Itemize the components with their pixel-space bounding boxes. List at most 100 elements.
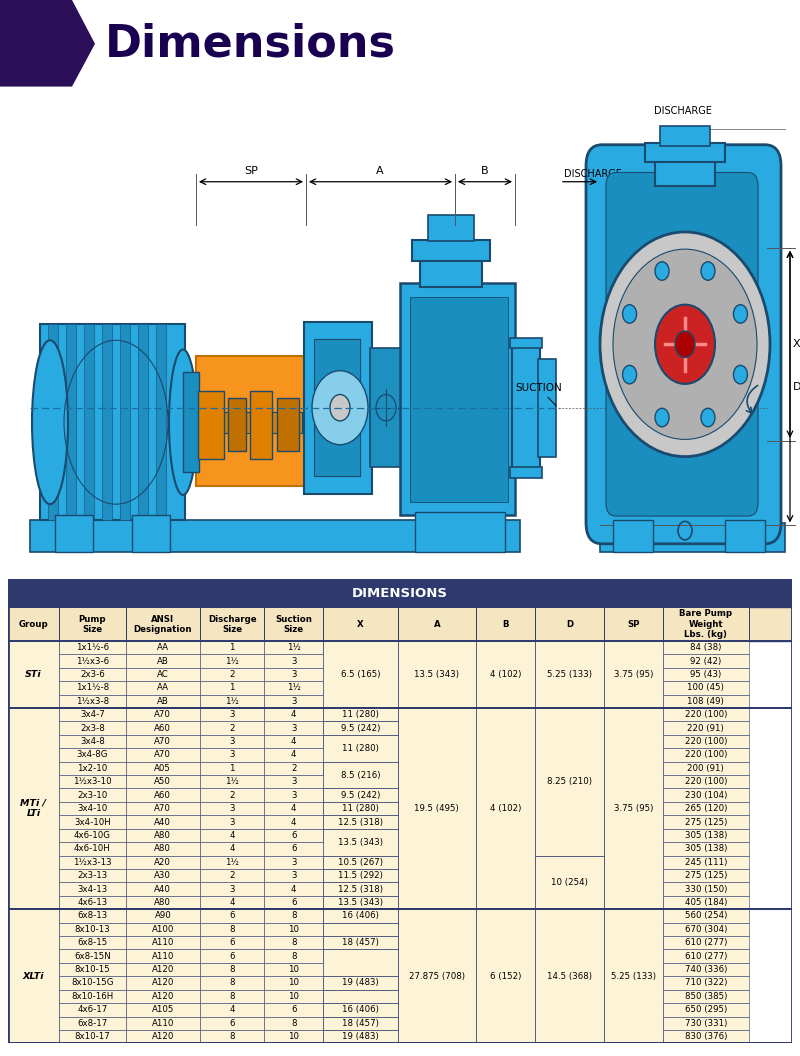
- Text: 1: 1: [230, 643, 235, 653]
- Bar: [535, 708, 604, 855]
- Bar: [59, 829, 126, 842]
- Text: 4: 4: [230, 898, 235, 907]
- Text: 5.25 (133): 5.25 (133): [610, 972, 656, 981]
- Bar: [59, 815, 126, 829]
- Bar: [264, 761, 323, 775]
- Text: A80: A80: [154, 831, 171, 840]
- Bar: [604, 708, 662, 909]
- Text: 3: 3: [291, 697, 297, 705]
- Bar: [228, 398, 246, 451]
- Bar: [200, 667, 264, 681]
- Text: Suction
Size: Suction Size: [275, 615, 312, 634]
- Bar: [200, 735, 264, 749]
- Bar: [200, 607, 264, 641]
- Bar: [138, 324, 148, 520]
- Bar: [126, 681, 200, 695]
- Bar: [600, 523, 785, 551]
- Text: 95 (43): 95 (43): [690, 670, 722, 679]
- Text: 9.5 (242): 9.5 (242): [341, 723, 380, 733]
- Ellipse shape: [169, 350, 197, 495]
- Text: 2: 2: [230, 871, 235, 880]
- Bar: [264, 721, 323, 735]
- Text: 3: 3: [291, 857, 297, 867]
- Bar: [126, 641, 200, 655]
- Bar: [476, 607, 535, 641]
- Text: 4: 4: [291, 804, 297, 813]
- Text: D: D: [566, 620, 573, 628]
- Text: 18 (457): 18 (457): [342, 1019, 379, 1027]
- Bar: [535, 909, 604, 1043]
- Bar: [264, 949, 323, 963]
- Bar: [662, 895, 749, 909]
- Bar: [323, 641, 398, 708]
- Text: 3x4-10H: 3x4-10H: [74, 817, 110, 827]
- Text: 405 (184): 405 (184): [685, 898, 727, 907]
- Text: 2: 2: [230, 670, 235, 679]
- Text: 8x10-17: 8x10-17: [74, 1032, 110, 1041]
- Bar: [415, 512, 505, 551]
- Text: AA: AA: [157, 643, 169, 653]
- Text: 6: 6: [291, 831, 297, 840]
- Text: 19 (483): 19 (483): [342, 1032, 378, 1041]
- Bar: [264, 989, 323, 1003]
- Text: 740 (336): 740 (336): [685, 965, 727, 974]
- Bar: [59, 842, 126, 855]
- Text: 6x8-17: 6x8-17: [77, 1019, 107, 1027]
- Text: 220 (100): 220 (100): [685, 751, 727, 759]
- Text: 6: 6: [230, 1019, 235, 1027]
- Bar: [323, 607, 398, 641]
- Bar: [264, 976, 323, 989]
- Text: 1: 1: [230, 763, 235, 773]
- Bar: [59, 895, 126, 909]
- Bar: [200, 923, 264, 936]
- Text: DIMENSIONS: DIMENSIONS: [352, 586, 448, 600]
- Text: 8: 8: [291, 951, 297, 961]
- Bar: [264, 607, 323, 641]
- FancyBboxPatch shape: [586, 145, 781, 544]
- Text: B: B: [502, 620, 509, 628]
- Bar: [126, 923, 200, 936]
- Text: 8: 8: [230, 965, 235, 974]
- Bar: [264, 909, 323, 923]
- Bar: [156, 324, 166, 520]
- Bar: [200, 775, 264, 789]
- Text: 8x10-15: 8x10-15: [74, 965, 110, 974]
- Bar: [662, 607, 749, 641]
- Bar: [662, 721, 749, 735]
- Text: 84 (38): 84 (38): [690, 643, 722, 653]
- Text: 11 (280): 11 (280): [342, 711, 379, 719]
- Text: 1½: 1½: [226, 857, 239, 867]
- Text: 610 (277): 610 (277): [685, 938, 727, 947]
- Text: 3.75 (95): 3.75 (95): [614, 670, 653, 679]
- Text: A70: A70: [154, 711, 171, 719]
- Bar: [662, 963, 749, 976]
- Bar: [250, 391, 272, 459]
- Text: 1½x3-6: 1½x3-6: [76, 657, 109, 665]
- Bar: [662, 735, 749, 749]
- Text: 610 (277): 610 (277): [685, 951, 727, 961]
- Text: 3: 3: [291, 657, 297, 665]
- Bar: [510, 338, 542, 348]
- Text: 3: 3: [230, 817, 235, 827]
- Bar: [59, 1003, 126, 1017]
- Bar: [323, 936, 398, 949]
- Bar: [200, 412, 302, 433]
- Text: 220 (91): 220 (91): [687, 723, 724, 733]
- Text: B: B: [481, 167, 489, 176]
- Circle shape: [675, 331, 695, 358]
- Bar: [604, 641, 662, 708]
- Bar: [126, 775, 200, 789]
- Bar: [200, 641, 264, 655]
- Text: A20: A20: [154, 857, 171, 867]
- Text: 8: 8: [230, 925, 235, 934]
- Bar: [264, 667, 323, 681]
- Bar: [398, 708, 476, 909]
- Text: 6x8-13: 6x8-13: [77, 911, 107, 921]
- Bar: [662, 775, 749, 789]
- Bar: [59, 1030, 126, 1043]
- Text: A120: A120: [152, 979, 174, 987]
- Bar: [8, 579, 792, 607]
- Bar: [662, 883, 749, 895]
- Text: 330 (150): 330 (150): [685, 885, 727, 893]
- Bar: [323, 855, 398, 869]
